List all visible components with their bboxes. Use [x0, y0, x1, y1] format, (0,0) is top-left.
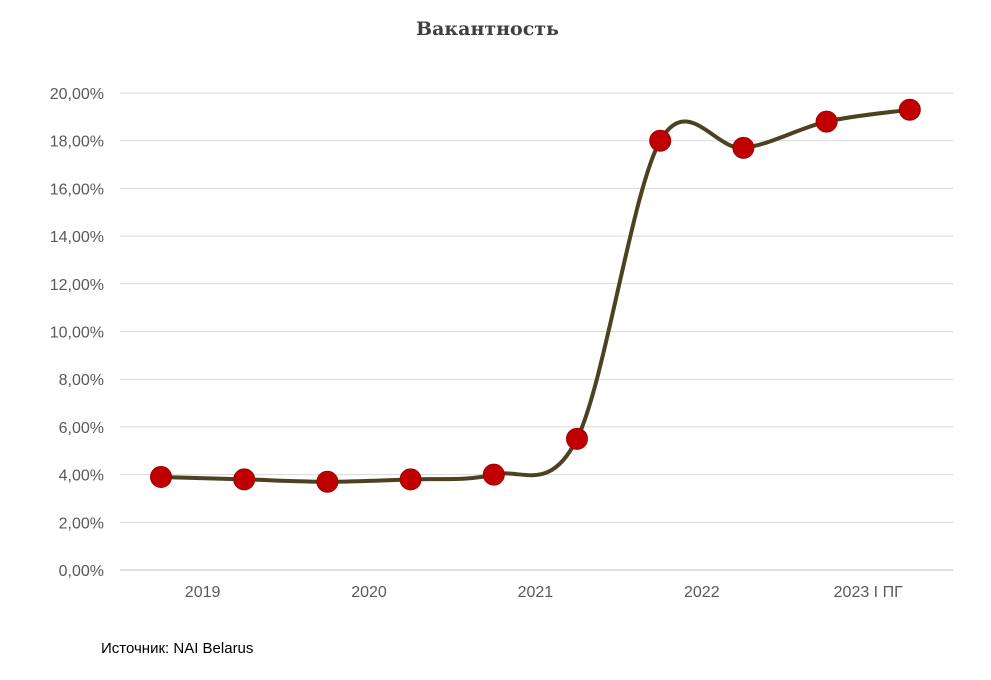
- y-tick-label: 12,00%: [50, 277, 104, 294]
- data-point: [649, 129, 672, 152]
- y-tick-label: 4,00%: [59, 468, 104, 485]
- y-tick-label: 16,00%: [50, 181, 104, 198]
- y-tick-label: 20,00%: [50, 86, 104, 103]
- y-tick-label: 10,00%: [50, 325, 104, 342]
- x-tick-label: 2020: [351, 584, 387, 601]
- data-point: [566, 427, 588, 450]
- x-tick-label: 2023 I ПГ: [834, 584, 903, 601]
- series-lines: [159, 107, 912, 484]
- data-point: [732, 136, 755, 159]
- data-point: [316, 470, 339, 493]
- data-point: [815, 110, 838, 133]
- data-point: [898, 98, 921, 121]
- data-point: [482, 463, 505, 486]
- y-tick-label: 0,00%: [59, 563, 104, 580]
- data-point: [399, 468, 422, 491]
- y-tick-label: 14,00%: [50, 229, 104, 246]
- x-tick-label: 2022: [684, 584, 720, 601]
- chart-title: Вакантность: [416, 18, 559, 40]
- series-line: [159, 107, 912, 484]
- y-tick-label: 8,00%: [59, 372, 104, 389]
- series-markers: [150, 98, 921, 493]
- x-tick-labels: 2019 2020 2021 2022 2023 I ПГ: [185, 584, 903, 601]
- y-tick-label: 18,00%: [50, 134, 104, 151]
- x-tick-label: 2021: [518, 584, 554, 601]
- y-tick-labels: 0,00% 2,00% 4,00% 6,00% 8,00% 10,00% 12,00% 14,…: [50, 86, 104, 580]
- data-point: [150, 465, 172, 488]
- gridlines: [120, 92, 953, 523]
- source-note: Источник: NAI Belarus: [101, 640, 254, 657]
- y-tick-label: 6,00%: [59, 420, 104, 437]
- data-point: [233, 468, 256, 491]
- x-tick-label: 2019: [185, 584, 221, 601]
- y-tick-label: 2,00%: [59, 515, 104, 532]
